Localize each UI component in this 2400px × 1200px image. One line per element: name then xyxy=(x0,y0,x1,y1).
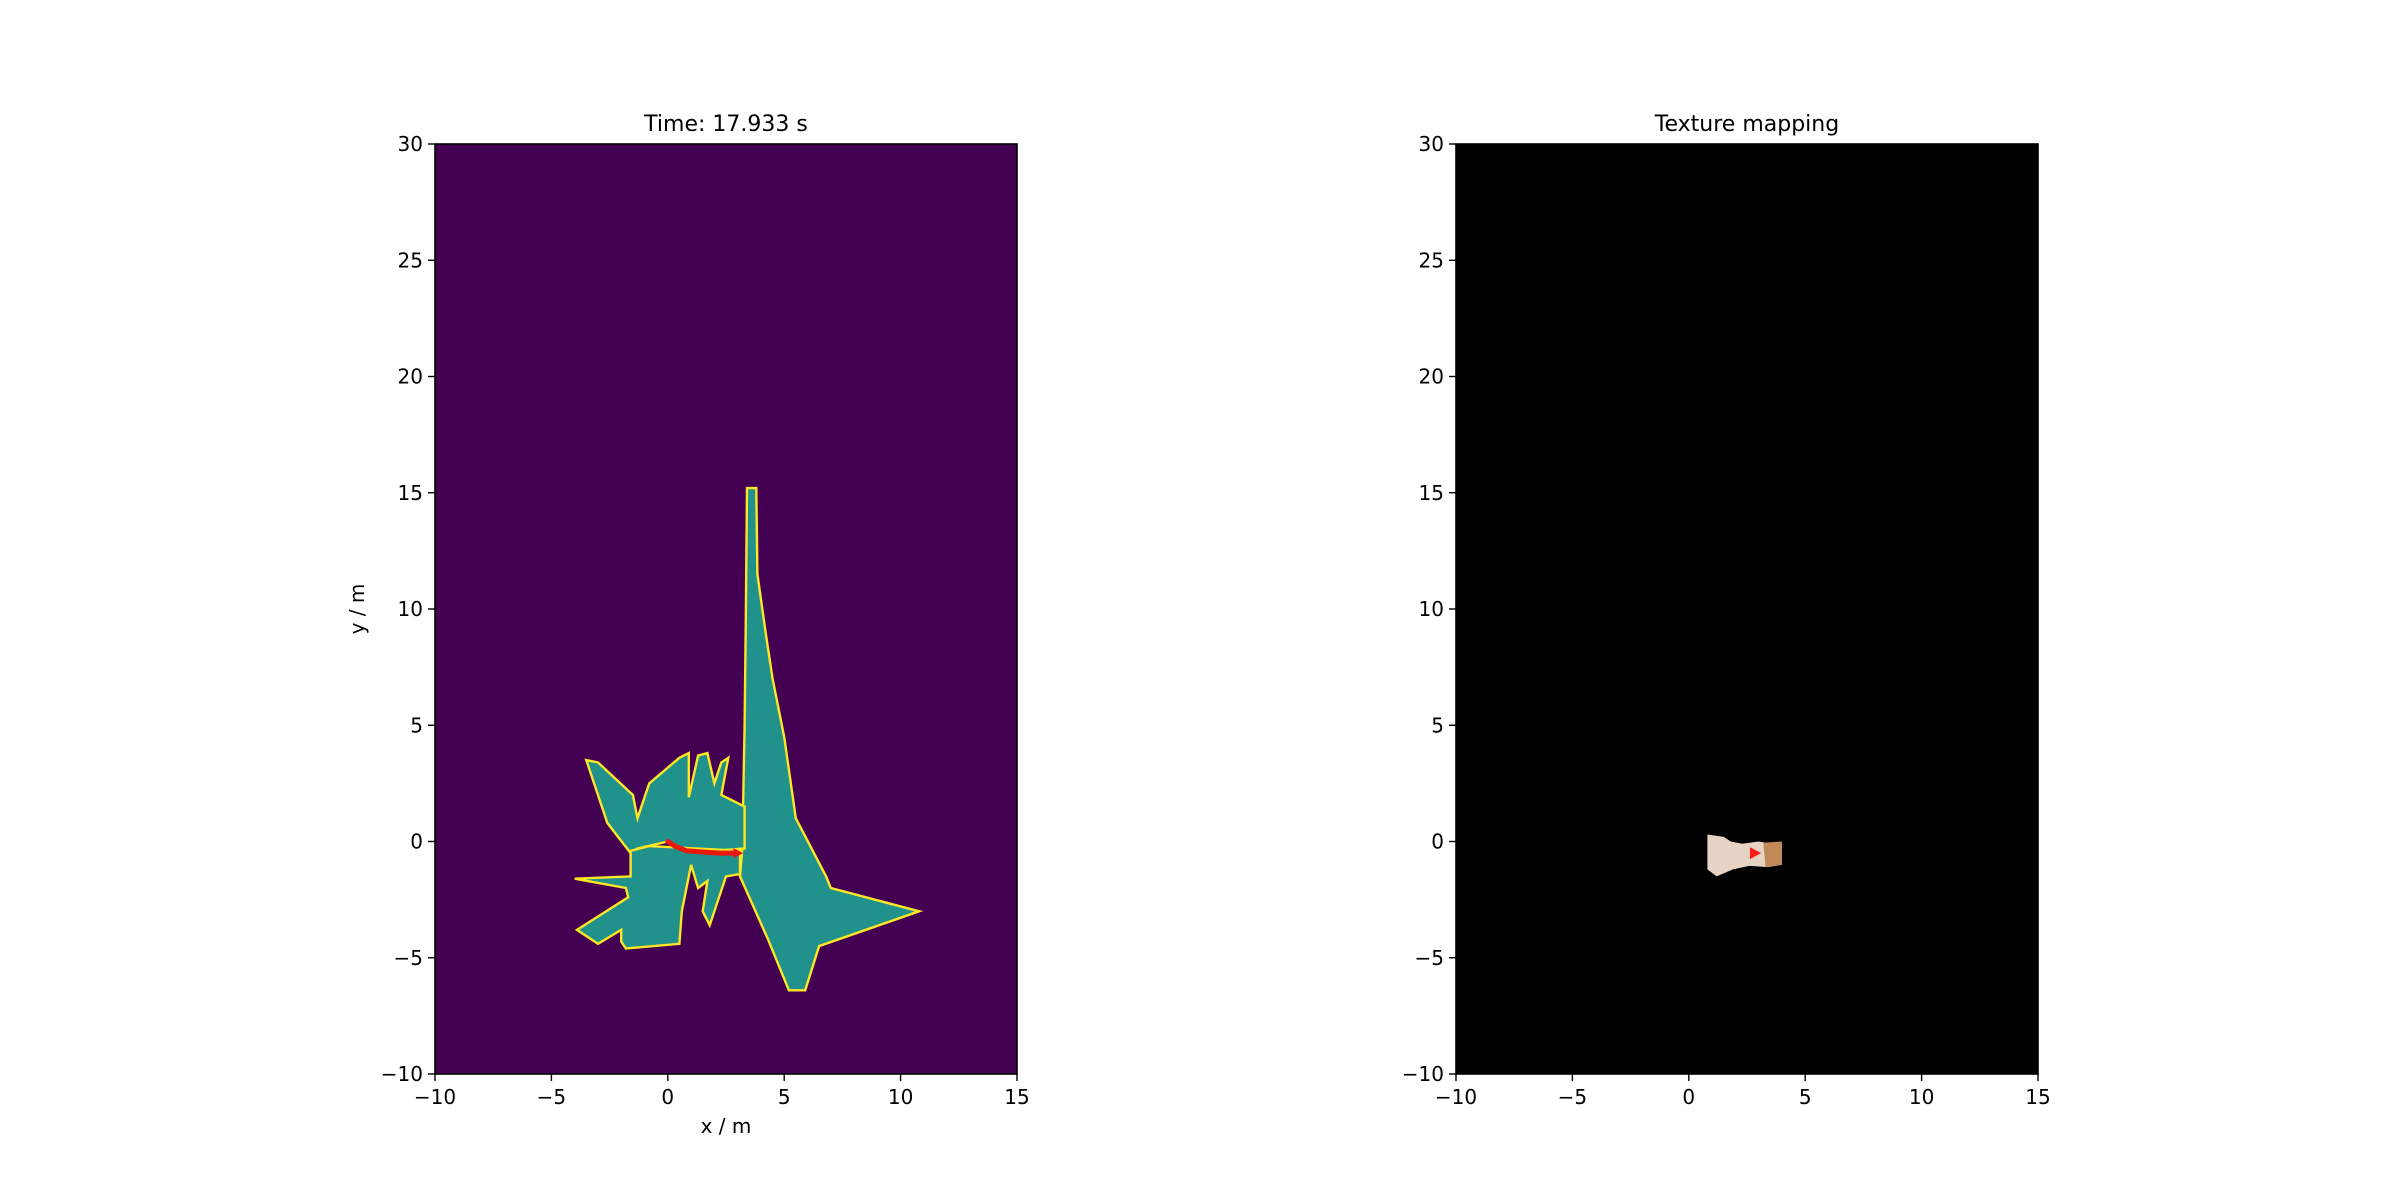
robot-heading-marker xyxy=(733,848,744,859)
occupancy-map-x-ticks: −10 −5 0 5 10 15 xyxy=(414,1074,1030,1109)
y-tick-label: 30 xyxy=(398,132,423,156)
y-tick-label: 10 xyxy=(1419,597,1444,621)
x-tick-label: −5 xyxy=(537,1085,566,1109)
y-tick-label: −10 xyxy=(381,1062,423,1086)
occupancy-map-panel: Time: 17.933 s −10 −5 0 5 10 15 −10 −5 0 5 10 15 20… xyxy=(345,112,1030,1138)
free-space-region xyxy=(584,751,746,855)
y-tick-label: 20 xyxy=(398,365,423,389)
robot-trajectory xyxy=(665,839,738,856)
x-tick-label: 5 xyxy=(778,1085,791,1109)
occupancy-map-free-regions xyxy=(574,486,924,992)
y-tick-label: 5 xyxy=(1431,713,1444,737)
texture-mapping-title: Texture mapping xyxy=(1654,112,1839,137)
occupancy-map-y-ticks: −10 −5 0 5 10 15 20 25 30 xyxy=(381,132,435,1086)
x-tick-label: 10 xyxy=(888,1085,913,1109)
y-tick-label: −5 xyxy=(394,946,423,970)
y-tick-label: 0 xyxy=(410,830,423,854)
y-tick-label: −10 xyxy=(1402,1062,1444,1086)
texture-mapping-panel: Texture mapping −10 −5 0 5 10 15 −10 −5 0 5 10 15 2… xyxy=(1402,112,2051,1109)
x-tick-label: 10 xyxy=(1909,1085,1934,1109)
x-tick-label: 0 xyxy=(1682,1085,1695,1109)
x-tick-label: 5 xyxy=(1799,1085,1812,1109)
x-tick-label: −5 xyxy=(1558,1085,1587,1109)
y-tick-label: 15 xyxy=(1419,481,1444,505)
y-tick-label: 10 xyxy=(398,597,423,621)
y-tick-label: 5 xyxy=(410,713,423,737)
x-tick-label: 15 xyxy=(1004,1085,1029,1109)
occupancy-map-trajectory-layer xyxy=(665,839,744,859)
robot-position-marker xyxy=(1749,847,1761,860)
y-tick-label: 15 xyxy=(398,481,423,505)
texture-mapping-patch-layer xyxy=(1707,834,1782,877)
texture-mapping-x-ticks: −10 −5 0 5 10 15 xyxy=(1435,1074,2051,1109)
x-tick-label: −10 xyxy=(414,1085,456,1109)
y-tick-label: 30 xyxy=(1419,132,1444,156)
occupancy-map-x-axis-label: x / m xyxy=(701,1114,752,1138)
texture-patch-shaded xyxy=(1763,841,1782,868)
texture-mapping-y-ticks: −10 −5 0 5 10 15 20 25 30 xyxy=(1402,132,1456,1086)
x-tick-label: 0 xyxy=(661,1085,674,1109)
free-space-region xyxy=(574,844,742,950)
free-space-region xyxy=(738,486,924,992)
x-tick-label: −10 xyxy=(1435,1085,1477,1109)
y-tick-label: 25 xyxy=(1419,248,1444,272)
occupancy-map-title: Time: 17.933 s xyxy=(643,112,808,137)
y-tick-label: 0 xyxy=(1431,830,1444,854)
occupancy-map-unknown-background xyxy=(435,144,1017,1074)
x-tick-label: 15 xyxy=(2025,1085,2050,1109)
y-tick-label: 20 xyxy=(1419,365,1444,389)
y-tick-label: 25 xyxy=(398,248,423,272)
texture-patch xyxy=(1707,834,1782,877)
y-tick-label: −5 xyxy=(1415,946,1444,970)
texture-mapping-background xyxy=(1456,144,2038,1074)
occupancy-map-y-axis-label: y / m xyxy=(345,584,369,635)
